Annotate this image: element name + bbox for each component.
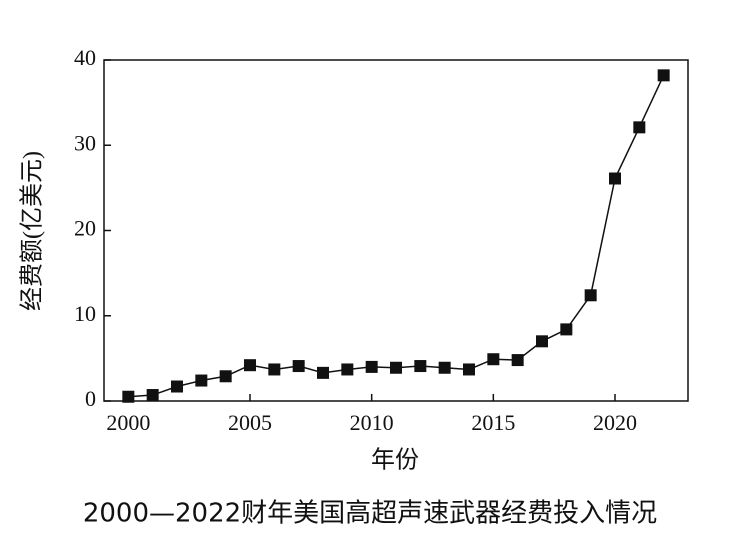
data-marker: [122, 390, 135, 403]
data-marker: [536, 335, 548, 348]
data-marker: [463, 363, 475, 376]
data-marker: [317, 366, 329, 379]
data-marker: [195, 374, 208, 387]
data-marker: [390, 361, 402, 374]
x-tick-label: 2005: [228, 410, 272, 435]
data-marker: [657, 69, 670, 82]
y-tick-label: 20: [74, 216, 96, 241]
data-marker: [365, 360, 378, 373]
y-tick-label: 30: [74, 130, 96, 155]
y-axis-title: 经费额(亿美元): [19, 151, 46, 311]
data-marker: [560, 323, 573, 336]
data-marker: [584, 289, 597, 302]
y-tick-label: 10: [74, 301, 96, 326]
y-tick-label: 40: [74, 45, 96, 70]
data-marker: [146, 389, 159, 402]
plot-frame: [103, 59, 689, 402]
y-tick-label: 0: [85, 386, 96, 411]
x-axis-title: 年份: [371, 447, 419, 474]
data-marker: [244, 359, 256, 372]
data-marker: [171, 380, 183, 393]
data-marker: [292, 360, 305, 373]
data-marker: [219, 370, 232, 383]
x-tick-label: 2015: [471, 410, 515, 435]
x-tick-label: 2010: [350, 410, 394, 435]
x-tick-label: 2000: [106, 410, 150, 435]
data-line: [128, 75, 665, 398]
data-marker: [414, 360, 427, 373]
chart-title: 2000—2022财年美国高超声速武器经费投入情况: [83, 499, 657, 529]
data-marker: [633, 121, 646, 134]
data-marker: [341, 363, 354, 376]
data-marker: [609, 172, 621, 185]
data-marker: [438, 361, 451, 374]
x-tick-label: 2020: [593, 410, 637, 435]
data-marker: [268, 363, 281, 376]
data-marker: [487, 353, 500, 366]
data-marker: [511, 354, 524, 367]
